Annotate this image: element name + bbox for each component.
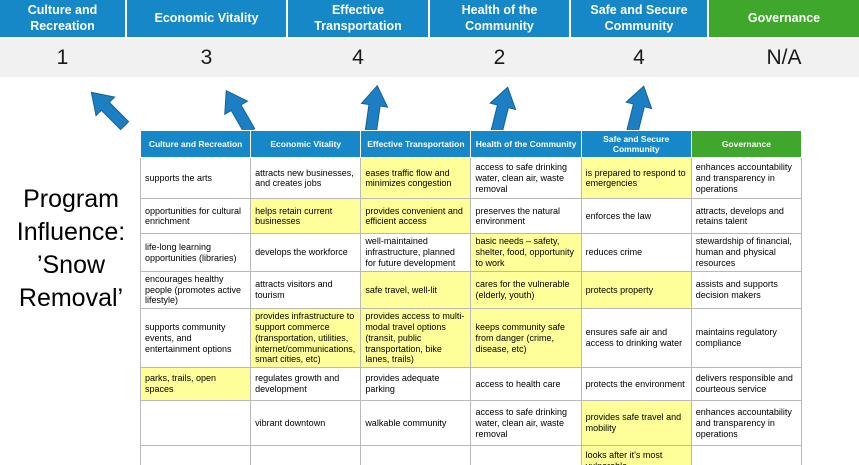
matrix-cell: provides convenient and efficient access <box>360 198 472 235</box>
program-influence-title: Program Influence: ’Snow Removal’ <box>0 183 142 315</box>
matrix-header-culture-and-recreation: Culture and Recreation <box>139 129 252 159</box>
title-line: ’Snow <box>36 251 106 279</box>
matrix-cell: parks, trails, open spaces <box>139 367 252 402</box>
influence-arrow-icon <box>355 82 394 136</box>
matrix-cell: walkable community <box>360 400 472 447</box>
matrix-cell: develops the workforce <box>250 233 362 272</box>
matrix-header-row: Culture and Recreation Economic Vitality E… <box>139 129 803 159</box>
score-culture-and-recreation: 1 <box>56 46 69 69</box>
matrix-row: encourages healthy people (promotes acti… <box>139 270 803 310</box>
matrix-header-effective-transportation: Effective Transportation <box>360 129 472 159</box>
matrix-cell: maintains regulatory compliance <box>690 308 803 369</box>
matrix-cell: protects the environment <box>580 367 692 402</box>
title-line: Removal’ <box>18 284 124 312</box>
matrix-cell: enforces the law <box>580 198 692 235</box>
matrix-cell <box>360 445 472 465</box>
matrix-cell <box>250 445 362 465</box>
matrix-header-safe-and-secure-community: Safe and Secure Community <box>580 129 692 159</box>
matrix-cell: enhances accountability and transparency… <box>690 400 803 447</box>
scoreboard-score-row: 1 3 4 2 4 N/A <box>0 39 859 77</box>
matrix-cell <box>139 445 252 465</box>
matrix-cell: eases traffic flow and minimizes congest… <box>360 157 472 200</box>
matrix-cell: well-maintained infrastructure, planned … <box>360 233 472 272</box>
matrix-row: life-long learning opportunities (librar… <box>139 233 803 272</box>
matrix-cell: looks after it's most vulnerable <box>580 445 692 465</box>
matrix-cell: access to safe drinking water, clean air… <box>470 400 582 447</box>
title-line: Program <box>23 185 119 213</box>
matrix-cell: attracts visitors and tourism <box>250 270 362 310</box>
scoreboard-header-health-of-the-community: Health of the Community <box>430 0 569 37</box>
score-safe-and-secure-community: 4 <box>633 46 645 69</box>
matrix-cell <box>690 445 803 465</box>
matrix-cell: provides infrastructure to support comme… <box>250 308 362 369</box>
matrix-cell: reduces crime <box>580 233 692 272</box>
matrix-row: opportunities for cultural enrichment hel… <box>139 198 803 235</box>
matrix-cell: life-long learning opportunities (librar… <box>139 233 252 272</box>
influence-arrow-icon <box>616 81 659 137</box>
matrix-cell: encourages healthy people (promotes acti… <box>139 270 252 310</box>
scoreboard-header-safe-and-secure-community: Safe and Secure Community <box>571 0 707 37</box>
matrix-cell: supports the arts <box>139 157 252 200</box>
matrix-cell: opportunities for cultural enrichment <box>139 198 252 235</box>
matrix-cell: cares for the vulnerable (elderly, youth… <box>470 270 582 310</box>
matrix-cell: vibrant downtown <box>250 400 362 447</box>
matrix-cell: helps retain current businesses <box>250 198 362 235</box>
matrix-cell <box>470 445 582 465</box>
matrix-row: supports the arts attracts new businesses… <box>139 157 803 200</box>
matrix-row: vibrant downtown walkable community access… <box>139 400 803 447</box>
matrix-header-governance: Governance <box>690 129 803 159</box>
matrix-cell: protects property <box>580 270 692 310</box>
matrix-cell: is prepared to respond to emergencies <box>580 157 692 200</box>
matrix-header-health-of-the-community: Health of the Community <box>470 129 582 159</box>
matrix-cell: basic needs – safety, shelter, food, opp… <box>470 233 582 272</box>
scoreboard-header-culture-and-recreation: Culture and Recreation <box>0 0 125 37</box>
scoreboard-header-governance: Governance <box>709 0 859 37</box>
matrix-cell: ensures safe air and access to drinking … <box>580 308 692 369</box>
matrix-cell: assists and supports decision makers <box>690 270 803 310</box>
influence-matrix-table: Culture and Recreation Economic Vitality E… <box>139 129 803 465</box>
matrix-cell: delivers responsible and courteous servi… <box>690 367 803 402</box>
matrix-cell: attracts new businesses, and creates job… <box>250 157 362 200</box>
matrix-row: supports community events, and entertain… <box>139 308 803 369</box>
matrix-cell: enhances accountability and transparency… <box>690 157 803 200</box>
matrix-cell: keeps community safe from danger (crime,… <box>470 308 582 369</box>
scoreboard-header-row: Culture and Recreation Economic Vitality E… <box>0 0 859 37</box>
matrix-cell: access to health care <box>470 367 582 402</box>
matrix-cell: safe travel, well-lit <box>360 270 472 310</box>
matrix-cell: preserves the natural environment <box>470 198 582 235</box>
matrix-cell: supports community events, and entertain… <box>139 308 252 369</box>
scoreboard-header-effective-transportation: Effective Transportation <box>288 0 428 37</box>
matrix-row: parks, trails, open spaces regulates grow… <box>139 367 803 402</box>
influence-arrow-icon <box>79 80 137 138</box>
matrix-cell: provides safe travel and mobility <box>580 400 692 447</box>
score-economic-vitality: 3 <box>200 46 213 69</box>
matrix-cell: provides adequate parking <box>360 367 472 402</box>
matrix-cell: regulates growth and development <box>250 367 362 402</box>
matrix-header-economic-vitality: Economic Vitality <box>250 129 362 159</box>
score-effective-transportation: 4 <box>352 46 364 69</box>
matrix-cell <box>139 400 252 447</box>
matrix-cell: attracts, develops and retains talent <box>690 198 803 235</box>
score-health-of-the-community: 2 <box>493 46 506 69</box>
matrix-cell: stewardship of financial, human and phys… <box>690 233 803 272</box>
score-governance: N/A <box>766 46 802 69</box>
title-line: Influence: <box>16 218 126 246</box>
matrix-cell: provides access to multi-modal travel op… <box>360 308 472 369</box>
scoreboard-header-economic-vitality: Economic Vitality <box>127 0 286 37</box>
matrix-cell: access to safe drinking water, clean air… <box>470 157 582 200</box>
matrix-row: looks after it's most vulnerable <box>139 445 803 465</box>
